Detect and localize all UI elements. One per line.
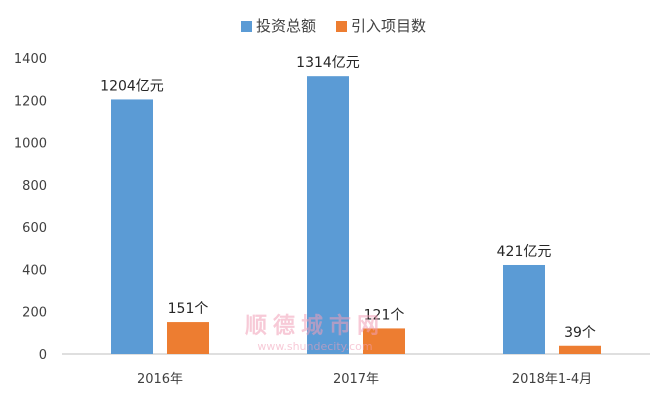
watermark: 顺德城市网 www.shundecity.com (245, 313, 385, 353)
x-axis: 2016年 2017年 2018年1-4月 (62, 353, 650, 387)
bar-1-2 (307, 76, 349, 354)
bar-2-1 (167, 322, 209, 354)
y-tick-label: 1000 (14, 137, 47, 152)
data-labels: 1204亿元 151个 1314亿元 121个 421亿元 39个 (100, 55, 596, 341)
data-label: 39个 (564, 325, 596, 341)
y-tick-label: 1200 (14, 94, 47, 109)
x-tick-label: 2018年1-4月 (512, 372, 592, 387)
x-tick-label: 2017年 (333, 372, 379, 387)
data-label: 421亿元 (497, 244, 552, 260)
y-axis: 0 200 400 600 800 1000 1200 1400 (14, 52, 47, 363)
data-label: 121个 (364, 307, 405, 323)
data-label: 1314亿元 (296, 55, 360, 71)
bar-1-1 (111, 99, 153, 354)
data-label: 151个 (168, 301, 209, 317)
y-tick-label: 600 (22, 221, 47, 236)
bars (111, 76, 601, 354)
y-tick-label: 400 (22, 263, 47, 278)
data-label: 1204亿元 (100, 78, 164, 94)
y-tick-label: 200 (22, 306, 47, 321)
y-tick-label: 1400 (14, 52, 47, 67)
bar-2-3 (559, 345, 601, 354)
y-tick-label: 800 (22, 179, 47, 194)
y-tick-label: 0 (39, 348, 47, 363)
legend: 投资总额 引入项目数 (241, 17, 426, 35)
legend-swatch-2 (336, 21, 347, 32)
watermark-url: www.shundecity.com (257, 340, 372, 353)
legend-swatch-1 (241, 21, 252, 32)
bar-2-2 (363, 328, 405, 354)
bar-1-3 (503, 264, 545, 354)
legend-label-2: 引入项目数 (351, 17, 426, 35)
legend-label-1: 投资总额 (256, 17, 316, 35)
watermark-text: 顺德城市网 (245, 313, 385, 339)
x-tick-label: 2016年 (137, 372, 183, 387)
